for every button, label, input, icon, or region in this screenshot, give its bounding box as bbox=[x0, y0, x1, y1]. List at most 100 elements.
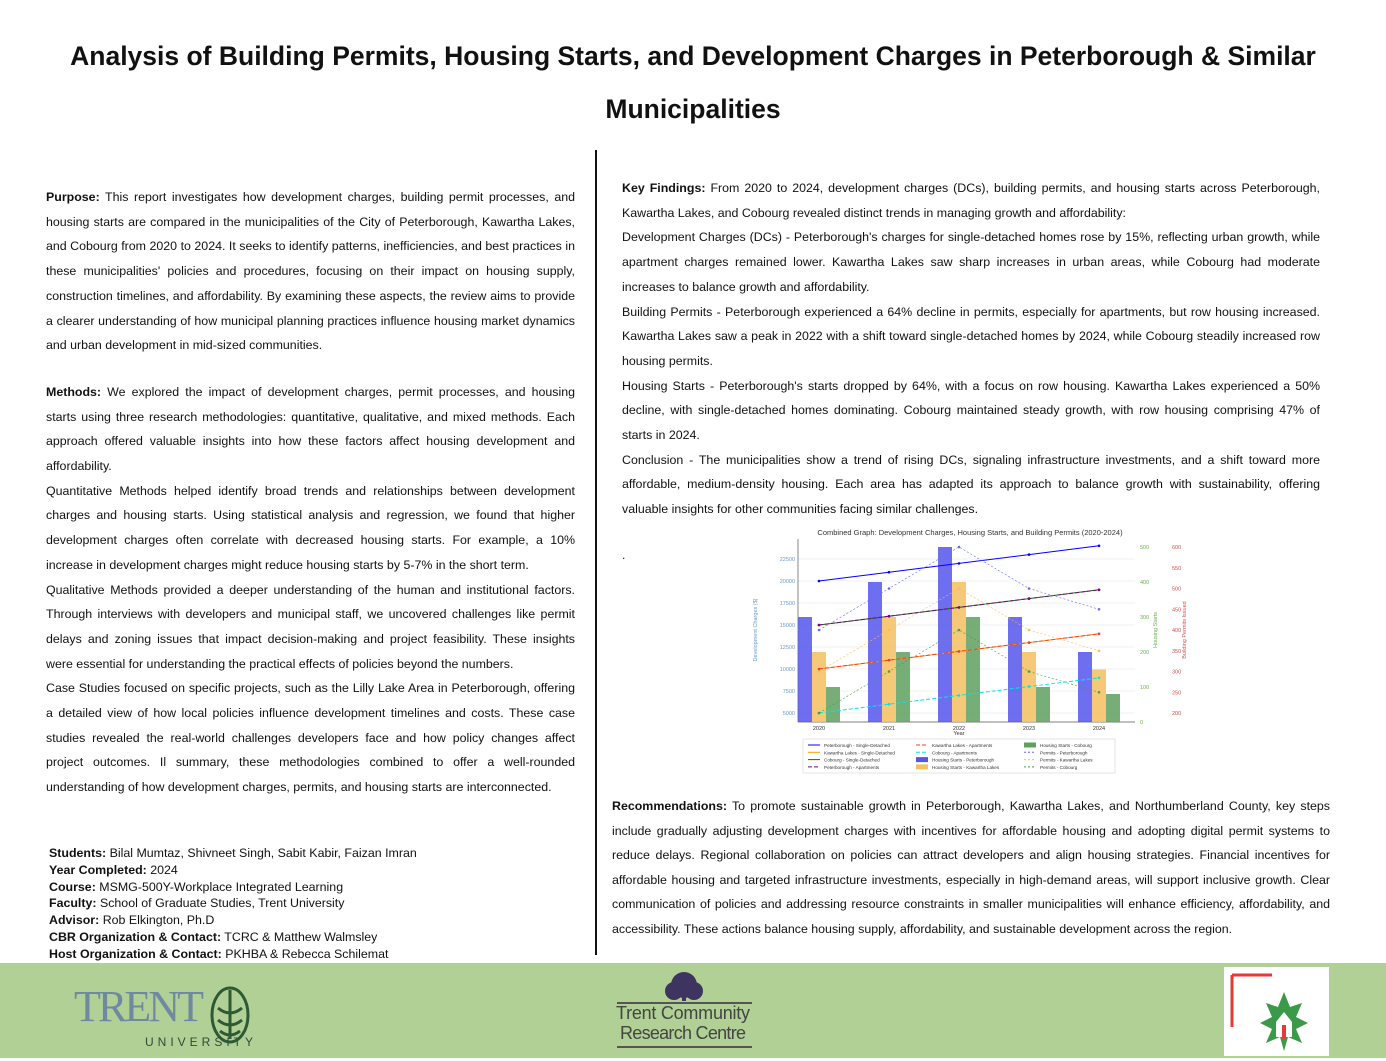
purpose-label: Purpose: bbox=[46, 190, 100, 204]
x-tick-label: 2021 bbox=[883, 726, 895, 732]
methods-label: Methods: bbox=[46, 384, 102, 399]
y3-tick-label: 450 bbox=[1172, 607, 1181, 613]
point bbox=[1097, 588, 1101, 592]
line-permits-peterborough bbox=[818, 546, 1100, 631]
info-value: Rob Elkington, Ph.D bbox=[99, 913, 215, 928]
legend-box bbox=[802, 738, 1116, 774]
point bbox=[1027, 670, 1031, 673]
tcrc-logo: Trent Community Research Centre bbox=[616, 972, 752, 1048]
info-value: PKHBA & Rebecca Schilemat bbox=[221, 946, 389, 961]
point bbox=[1097, 607, 1101, 611]
point bbox=[957, 650, 961, 653]
y3-tick-label: 600 bbox=[1172, 545, 1181, 551]
left-column: Purpose: This report investigates how de… bbox=[46, 185, 575, 800]
recommendations-text: To promote sustainable growth in Peterbo… bbox=[612, 799, 1330, 936]
finding-paragraph: Housing Starts - Peterborough's starts d… bbox=[622, 378, 1320, 443]
info-row: Advisor: Rob Elkington, Ph.D bbox=[49, 912, 417, 929]
right-column: Key Findings: From 2020 to 2024, develop… bbox=[622, 176, 1320, 522]
point bbox=[957, 628, 961, 632]
purpose-section: Purpose: This report investigates how de… bbox=[46, 185, 575, 358]
legend-label: Housing Starts - Kawartha Lakes bbox=[932, 765, 1000, 770]
point bbox=[817, 623, 821, 627]
chart-title: Combined Graph: Development Charges, Hou… bbox=[817, 528, 1123, 537]
line-permits-kawartha-lakes bbox=[818, 588, 1100, 672]
point bbox=[1027, 628, 1031, 632]
y2-tick-label: 0 bbox=[1140, 720, 1143, 726]
methods-paragraph: Quantitative Methods helped identify bro… bbox=[46, 483, 575, 572]
info-value: Bilal Mumtaz, Shivneet Singh, Sabit Kabi… bbox=[106, 846, 417, 860]
y-tick-label: 5000 bbox=[783, 711, 795, 717]
y-axis-label: Development Charges ($) bbox=[753, 598, 759, 661]
legend-swatch bbox=[1024, 742, 1036, 748]
y-tick-label: 22500 bbox=[780, 557, 795, 563]
y-tick-label: 10000 bbox=[780, 667, 795, 673]
methods-paragraph: Qualitative Methods provided a deeper un… bbox=[46, 582, 575, 671]
point bbox=[957, 545, 961, 549]
legend-label: Kawartha Lakes - Single-Detached bbox=[824, 750, 895, 755]
point bbox=[887, 658, 891, 662]
point bbox=[957, 562, 961, 565]
y-tick-label: 12500 bbox=[780, 645, 795, 651]
legend-label: Peterborough - Apartments bbox=[824, 765, 880, 770]
point bbox=[957, 694, 961, 697]
findings-label: Key Findings: bbox=[622, 181, 706, 195]
info-label: Advisor: bbox=[49, 913, 100, 928]
pkhba-logo bbox=[1224, 967, 1329, 1056]
info-value: MSMG-500Y-Workplace Integrated Learning bbox=[95, 879, 344, 894]
info-label: Course: bbox=[49, 879, 96, 894]
point bbox=[817, 579, 821, 583]
findings-section: Key Findings: From 2020 to 2024, develop… bbox=[622, 176, 1320, 225]
point bbox=[1027, 641, 1031, 644]
x-tick-label: 2024 bbox=[1093, 726, 1105, 732]
legend-label: Permits - Kawartha Lakes bbox=[1040, 758, 1093, 763]
point bbox=[1027, 587, 1031, 590]
poster-title: Analysis of Building Permits, Housing St… bbox=[70, 41, 1316, 124]
point bbox=[817, 667, 821, 671]
legend-label: Kawartha Lakes - Apartments bbox=[932, 743, 993, 748]
info-value: School of Graduate Studies, Trent Univer… bbox=[96, 896, 345, 911]
info-row: CBR Organization & Contact: TCRC & Matth… bbox=[49, 929, 417, 946]
bar-housing-starts-kawartha-lakes bbox=[882, 617, 896, 722]
legend-label: Peterborough - Single-Detached bbox=[824, 743, 890, 748]
tcrc-line1: Trent Community bbox=[616, 1003, 750, 1023]
y-tick-label: 17500 bbox=[780, 601, 795, 607]
x-tick-label: 2020 bbox=[813, 726, 825, 732]
methods-paragraph: Case Studies focused on specific project… bbox=[46, 681, 575, 795]
legend-label: Cobourg - Apartments bbox=[932, 750, 978, 755]
bar-housing-starts-cobourg bbox=[1036, 687, 1050, 722]
bar-housing-starts-kawartha-lakes bbox=[1092, 669, 1106, 722]
point bbox=[817, 670, 821, 673]
legend-label: Permits - Cobourg bbox=[1040, 765, 1078, 770]
trent-university-logo: TRENT UNIVERSITY bbox=[74, 982, 253, 1049]
y3-tick-label: 250 bbox=[1172, 690, 1181, 696]
bar-housing-starts-peterborough bbox=[1078, 652, 1092, 722]
footer-band: TRENT UNIVERSITY Trent Community Researc… bbox=[0, 963, 1386, 1058]
point bbox=[887, 587, 891, 590]
x-tick-label: 2022 bbox=[953, 726, 965, 732]
info-row: Faculty: School of Graduate Studies, Tre… bbox=[49, 895, 417, 912]
purpose-text: This report investigates how development… bbox=[46, 190, 575, 353]
bar-housing-starts-cobourg bbox=[896, 652, 910, 722]
y2-tick-label: 200 bbox=[1140, 650, 1149, 656]
info-row: Year Completed: 2024 bbox=[49, 862, 417, 879]
recommendations-label: Recommendations: bbox=[612, 799, 727, 813]
recommendations-section: Recommendations: To promote sustainable … bbox=[612, 794, 1330, 942]
y-tick-label: 20000 bbox=[780, 579, 795, 585]
info-label: CBR Organization & Contact: bbox=[49, 929, 222, 944]
legend-swatch bbox=[916, 764, 928, 770]
bar-housing-starts-cobourg bbox=[1106, 694, 1120, 722]
y3-tick-label: 300 bbox=[1172, 670, 1181, 676]
point bbox=[1097, 632, 1101, 636]
point bbox=[887, 570, 891, 574]
y2-tick-label: 400 bbox=[1140, 580, 1149, 586]
finding-paragraph: Building Permits - Peterborough experien… bbox=[622, 304, 1320, 368]
y2-axis-label: Housing Starts bbox=[1153, 612, 1159, 648]
point bbox=[1097, 649, 1101, 653]
y2-tick-label: 100 bbox=[1140, 685, 1149, 691]
trent-wordmark: TRENT bbox=[74, 982, 204, 1031]
y3-axis-label: Building Permits Issued bbox=[1182, 601, 1188, 658]
y3-tick-label: 400 bbox=[1172, 628, 1181, 634]
info-label: Faculty: bbox=[49, 896, 97, 911]
info-row: Course: MSMG-500Y-Workplace Integrated L… bbox=[49, 879, 417, 896]
bar-housing-starts-kawartha-lakes bbox=[812, 652, 826, 722]
